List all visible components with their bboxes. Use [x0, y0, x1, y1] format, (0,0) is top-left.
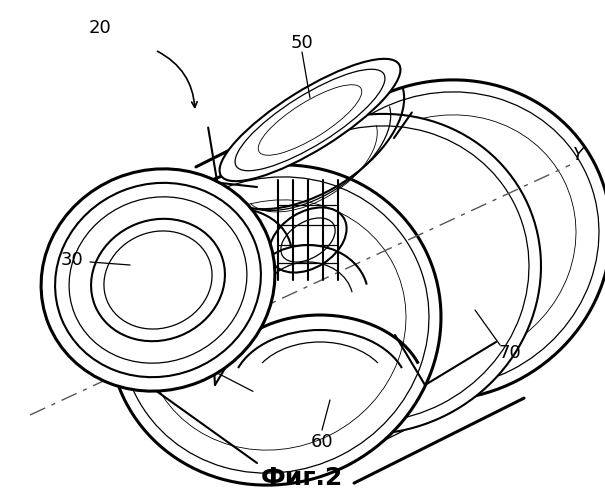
Ellipse shape [91, 219, 225, 341]
Ellipse shape [109, 165, 441, 485]
Ellipse shape [279, 80, 605, 400]
Text: Фиг.2: Фиг.2 [261, 466, 343, 490]
Ellipse shape [41, 169, 275, 391]
Text: 70: 70 [499, 344, 522, 362]
Ellipse shape [209, 114, 541, 434]
Text: 20: 20 [88, 19, 111, 37]
Text: 50: 50 [290, 34, 313, 52]
Text: 60: 60 [311, 433, 333, 451]
Text: Y: Y [572, 146, 583, 164]
Text: 30: 30 [60, 251, 83, 269]
Ellipse shape [220, 59, 401, 181]
